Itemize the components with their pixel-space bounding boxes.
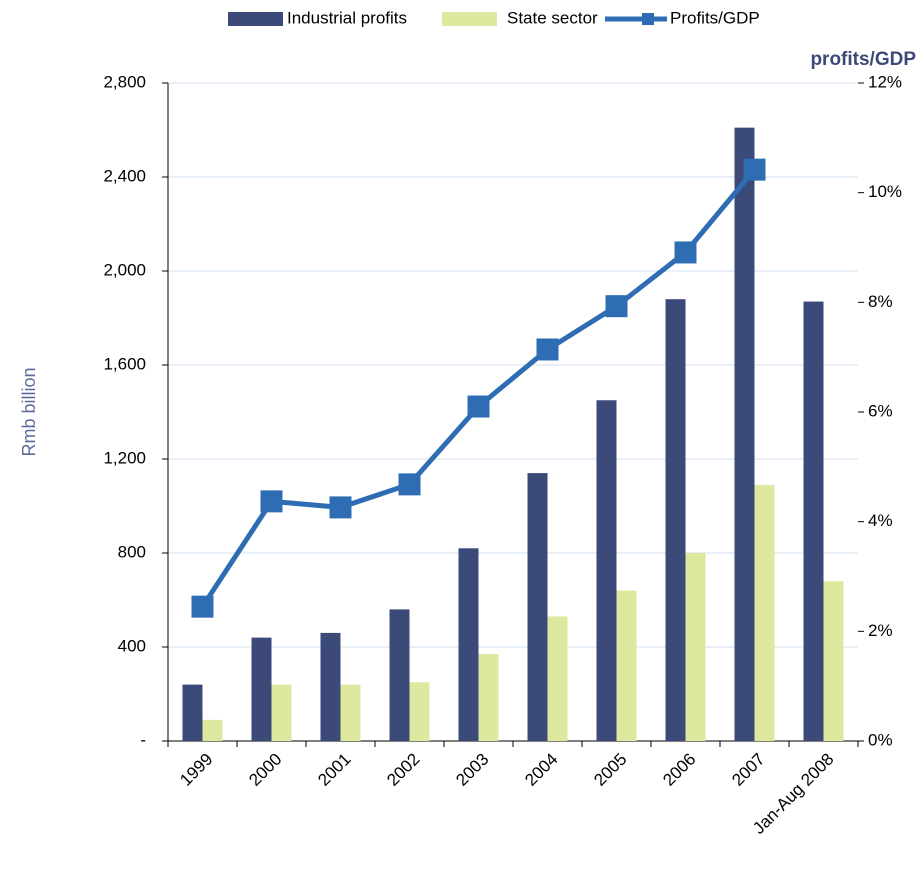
bar	[734, 127, 755, 741]
y-tick-label: 400	[118, 636, 146, 655]
bar	[803, 301, 824, 741]
y-tick-label: 2,800	[103, 72, 146, 91]
bar	[389, 609, 410, 741]
line-marker	[743, 158, 766, 181]
y-tick-label: 800	[118, 542, 146, 561]
bar	[271, 684, 292, 741]
y-tick-label: -	[140, 730, 146, 749]
y2-tick-label: 6%	[868, 401, 893, 420]
x-tick-label: 2002	[383, 750, 423, 790]
line-marker	[329, 496, 352, 519]
bar	[478, 654, 499, 741]
bar	[665, 299, 686, 741]
y-tick-label: 2,000	[103, 260, 146, 279]
bar	[527, 473, 548, 741]
bar	[823, 581, 844, 741]
bar	[202, 719, 223, 741]
bar	[458, 548, 479, 741]
y2-title: profits/GDP	[810, 49, 916, 70]
y-tick-label: 1,600	[103, 354, 146, 373]
x-tick-label: 2004	[521, 750, 561, 790]
bar	[547, 616, 568, 741]
line-marker	[467, 395, 490, 418]
y2-tick-label: 12%	[868, 72, 902, 91]
y2-tick-label: 8%	[868, 292, 893, 311]
bar	[616, 590, 637, 741]
bar	[182, 684, 203, 741]
bar	[251, 637, 272, 741]
legend-label: Industrial profits	[287, 8, 407, 27]
x-tick-label: 2005	[590, 750, 630, 790]
y2-tick-label: 2%	[868, 621, 893, 640]
legend-swatch	[642, 13, 654, 25]
line-marker	[674, 241, 697, 264]
legend-swatch	[442, 12, 497, 26]
y-tick-label: 2,400	[103, 166, 146, 185]
bar	[340, 684, 361, 741]
line-marker	[605, 295, 628, 318]
line-marker	[398, 473, 421, 496]
x-tick-label: 2001	[314, 750, 354, 790]
y-tick-label: 1,200	[103, 448, 146, 467]
x-tick-label: 1999	[176, 750, 216, 790]
x-tick-label: 2000	[245, 750, 285, 790]
x-tick-label: 2006	[659, 750, 699, 790]
legend-swatch	[228, 12, 283, 26]
line-marker	[536, 338, 559, 361]
bar	[596, 400, 617, 741]
bar	[754, 484, 775, 741]
y2-tick-label: 10%	[868, 182, 902, 201]
y-label: Rmb billion	[19, 367, 39, 456]
line-marker	[260, 490, 283, 513]
x-tick-label: 2003	[452, 750, 492, 790]
y2-tick-label: 4%	[868, 511, 893, 530]
bar	[685, 553, 706, 741]
x-tick-label: 2007	[728, 750, 768, 790]
legend-label: Profits/GDP	[670, 8, 760, 27]
legend-label: State sector	[507, 8, 598, 27]
bar	[409, 682, 430, 741]
bar	[320, 632, 341, 741]
y2-tick-label: 0%	[868, 730, 893, 749]
line-marker	[191, 595, 214, 618]
